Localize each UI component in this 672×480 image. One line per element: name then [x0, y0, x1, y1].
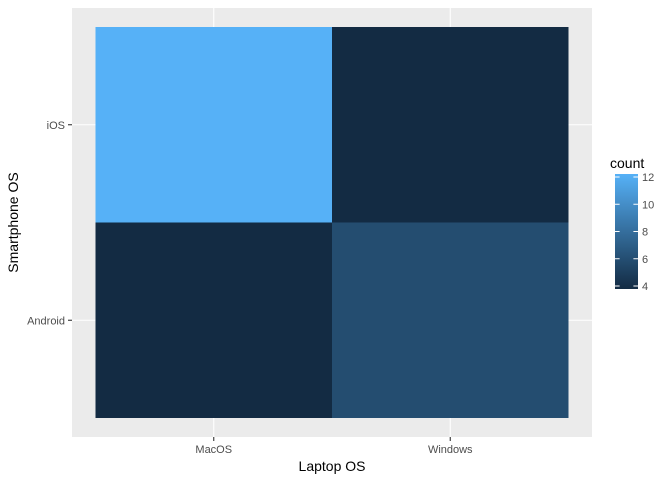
legend-tick-label: 6 — [642, 254, 648, 266]
heatmap-tile-windows-android — [332, 222, 569, 418]
legend-ticks: 4 6 8 10 12 — [615, 172, 654, 293]
legend-tick-label: 4 — [642, 281, 648, 293]
legend-colorbar — [615, 174, 638, 289]
legend-tick-label: 12 — [642, 172, 654, 184]
y-axis: Android iOS — [27, 120, 72, 327]
heatmap-tile-macos-android — [95, 222, 332, 418]
y-tick-label: Android — [27, 315, 65, 327]
heatmap-tile-windows-ios — [332, 27, 569, 223]
x-tick-label: Windows — [428, 444, 473, 456]
y-tick-label: iOS — [47, 120, 65, 132]
legend: count 4 6 8 10 12 — [610, 155, 654, 293]
x-tick-label: MacOS — [195, 444, 232, 456]
x-axis-title: Laptop OS — [299, 458, 366, 474]
legend-tick-label: 8 — [642, 227, 648, 239]
legend-tick-label: 10 — [642, 199, 654, 211]
heatmap-tile-macos-ios — [95, 27, 332, 223]
x-axis: MacOS Windows — [195, 437, 473, 456]
y-axis-title: Smartphone OS — [5, 172, 21, 272]
heatmap-tiles — [95, 27, 569, 418]
legend-title: count — [610, 155, 644, 171]
